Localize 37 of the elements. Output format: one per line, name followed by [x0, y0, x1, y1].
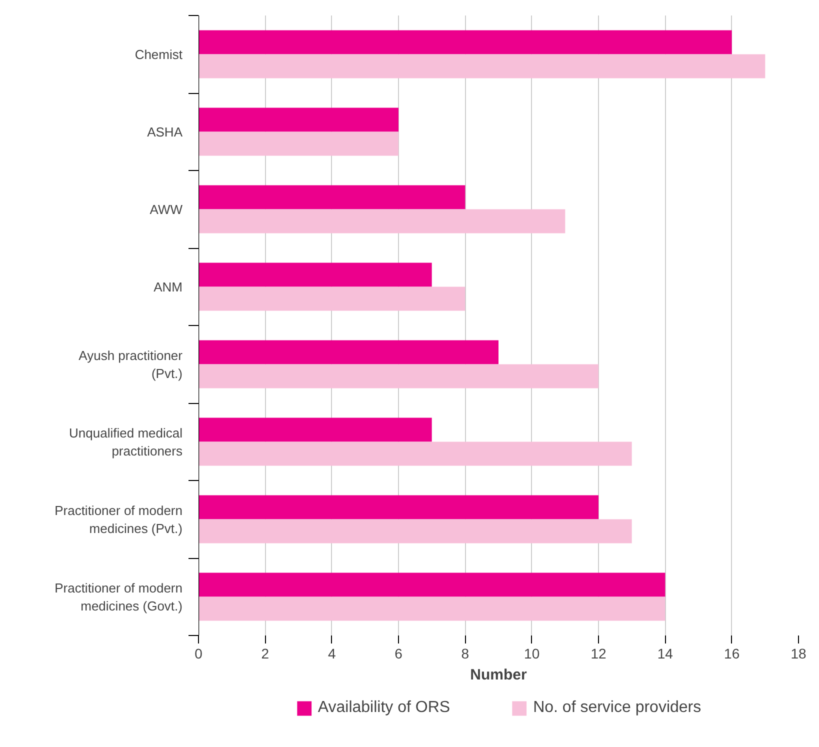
x-tick-label: 12	[590, 646, 606, 662]
bar	[198, 418, 432, 442]
x-tick-label: 6	[394, 646, 403, 662]
y-tick-label: Chemist	[134, 46, 183, 62]
legend-label: Availability of ORS	[318, 699, 450, 717]
x-axis-title: Number	[470, 666, 527, 684]
x-tick-label: 4	[328, 646, 336, 662]
y-tick-label: ANM	[154, 279, 182, 294]
legend-label: No. of service providers	[533, 699, 702, 717]
y-tick-label: Unqualified medical practitioners	[69, 425, 183, 458]
bar	[198, 132, 398, 156]
x-tick-label: 16	[724, 646, 740, 662]
x-tick-label: 18	[790, 646, 806, 662]
y-tick-label: ASHA	[147, 124, 183, 140]
bar	[198, 495, 598, 520]
y-tick-label: AWW	[150, 202, 184, 217]
x-tick-label: 8	[461, 646, 470, 662]
bar	[198, 364, 598, 388]
bar	[198, 519, 632, 544]
y-tick-label: Practitioner of modern medicines (Pvt.)	[54, 502, 183, 536]
bar	[198, 108, 398, 132]
y-tick-label: Ayush practitioner (Pvt.)	[78, 348, 184, 381]
bar	[198, 572, 666, 597]
bar	[198, 30, 732, 54]
x-tick-label: 14	[657, 646, 674, 662]
bar	[198, 340, 498, 364]
bar	[198, 262, 432, 287]
y-tick-label: Practitioner of modern medicines (Govt.)	[54, 580, 183, 614]
bar	[198, 54, 766, 78]
x-tick-label: 10	[524, 646, 540, 662]
bar	[198, 442, 632, 466]
bar	[198, 185, 466, 210]
bar	[198, 286, 466, 311]
bar	[198, 209, 566, 234]
x-tick-label: 0	[194, 646, 203, 662]
x-tick-label: 2	[261, 646, 270, 662]
bar	[198, 596, 666, 621]
